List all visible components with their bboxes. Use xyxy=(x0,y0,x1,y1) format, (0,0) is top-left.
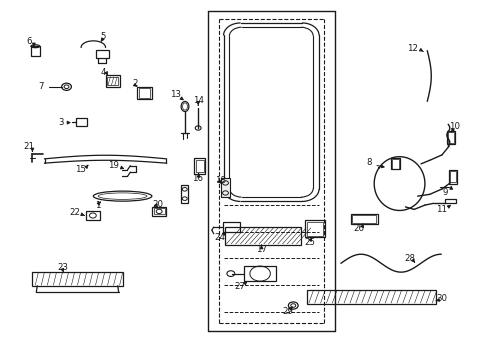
Text: 28: 28 xyxy=(404,254,415,263)
Bar xyxy=(222,222,239,232)
Text: 5: 5 xyxy=(100,32,105,41)
Text: 26: 26 xyxy=(353,224,364,233)
Bar xyxy=(107,77,118,85)
Text: 21: 21 xyxy=(23,142,35,151)
Bar xyxy=(447,132,453,143)
Text: 27: 27 xyxy=(234,282,244,291)
Bar xyxy=(224,227,300,244)
Text: 11: 11 xyxy=(436,205,447,214)
Bar xyxy=(195,160,203,172)
Bar xyxy=(137,87,152,99)
Text: 18: 18 xyxy=(214,176,225,185)
Bar xyxy=(32,272,122,286)
Bar xyxy=(390,158,399,169)
Bar xyxy=(152,207,166,216)
Text: 20: 20 xyxy=(152,200,163,209)
Bar xyxy=(446,131,454,144)
Text: 19: 19 xyxy=(108,161,119,170)
Bar xyxy=(86,211,100,220)
Text: 14: 14 xyxy=(192,96,203,105)
Text: 23: 23 xyxy=(57,264,68,273)
Text: 9: 9 xyxy=(442,188,447,197)
Bar xyxy=(351,215,375,223)
Text: 2: 2 xyxy=(132,79,137,88)
Bar xyxy=(305,220,325,237)
Bar xyxy=(31,46,40,56)
Bar xyxy=(96,50,109,58)
Text: 8: 8 xyxy=(366,158,371,167)
Text: 30: 30 xyxy=(436,294,447,303)
Bar xyxy=(448,170,456,184)
Text: 10: 10 xyxy=(448,122,459,131)
Text: 13: 13 xyxy=(169,90,181,99)
Text: 3: 3 xyxy=(58,118,63,127)
Text: 4: 4 xyxy=(100,68,105,77)
Bar xyxy=(181,185,188,203)
Text: 15: 15 xyxy=(75,165,85,174)
Text: 16: 16 xyxy=(191,174,203,183)
Bar xyxy=(391,159,398,168)
Text: 29: 29 xyxy=(282,307,292,316)
Text: 1: 1 xyxy=(95,201,101,210)
Bar xyxy=(350,214,377,224)
Bar xyxy=(306,290,435,304)
Text: 22: 22 xyxy=(70,208,81,217)
Text: 25: 25 xyxy=(304,238,315,247)
Bar xyxy=(449,171,455,182)
Bar xyxy=(194,158,204,174)
Bar xyxy=(139,88,150,98)
Bar xyxy=(445,199,455,203)
Bar xyxy=(154,208,164,215)
Bar xyxy=(76,118,87,126)
Text: 6: 6 xyxy=(26,37,32,46)
Text: 24: 24 xyxy=(214,233,225,242)
Text: 12: 12 xyxy=(407,44,417,53)
Text: 17: 17 xyxy=(256,246,266,255)
Bar xyxy=(221,178,229,197)
Bar xyxy=(244,266,276,281)
Text: 7: 7 xyxy=(38,82,43,91)
Bar xyxy=(307,222,323,236)
Bar xyxy=(105,75,120,87)
